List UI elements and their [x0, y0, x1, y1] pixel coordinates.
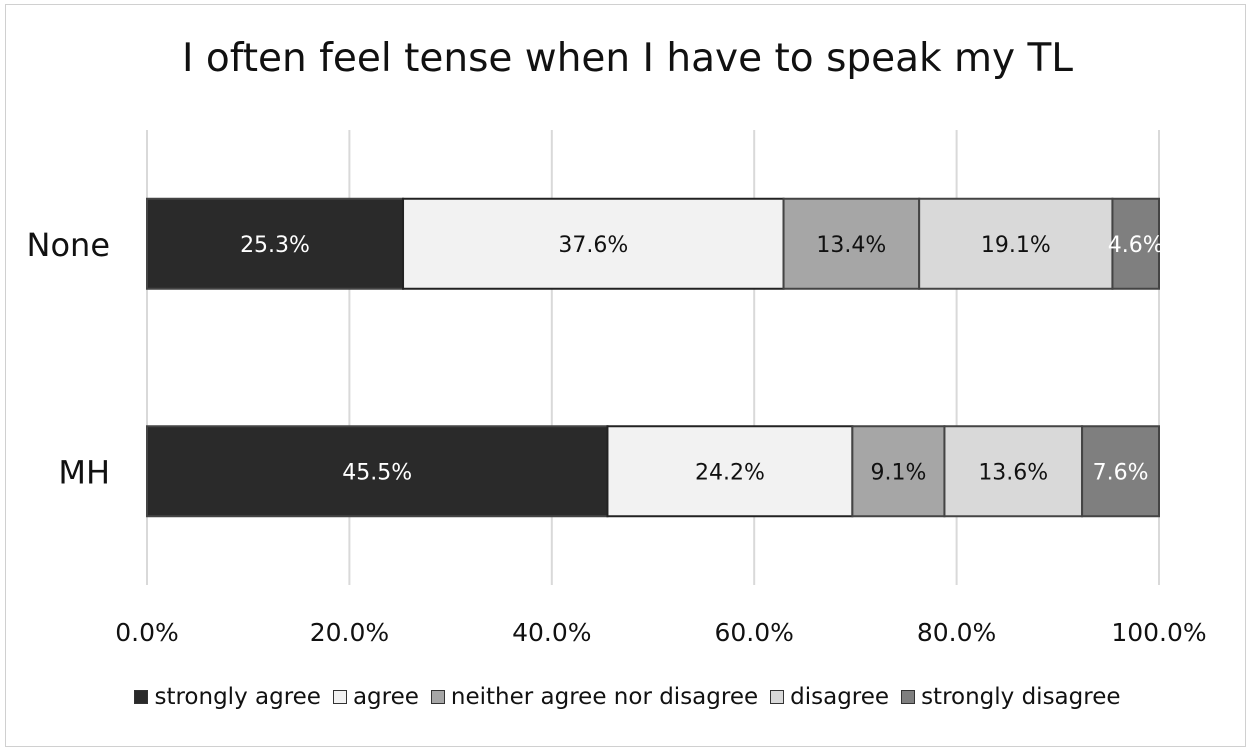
legend-label: agree — [352, 684, 419, 710]
legend-item: disagree — [770, 684, 889, 710]
bar-segment — [606, 425, 854, 518]
legend-label: strongly agree — [154, 684, 321, 710]
legend-label: neither agree nor disagree — [450, 684, 759, 710]
bar-segment — [943, 425, 1084, 518]
chart-legend: strongly agree agree neither agree nor dis… — [0, 684, 1255, 710]
x-tick-label: 0.0% — [115, 618, 179, 647]
legend-label: strongly disagree — [921, 684, 1121, 710]
x-tick-label: 60.0% — [714, 618, 793, 647]
legend-swatch — [332, 690, 347, 704]
bar-segment — [402, 197, 785, 290]
bar-segment — [851, 425, 946, 518]
data-label: 24.2% — [695, 460, 765, 485]
data-label: 4.6% — [1108, 233, 1164, 258]
legend-item: strongly agree — [134, 684, 321, 710]
x-tick-label: 80.0% — [917, 618, 996, 647]
legend-label: disagree — [790, 684, 890, 710]
category-label: None — [27, 226, 110, 264]
x-tick-label: 40.0% — [512, 618, 591, 647]
legend-item: neither agree nor disagree — [430, 684, 759, 710]
bar-segment — [918, 197, 1114, 290]
data-label: 45.5% — [342, 460, 412, 485]
data-label: 13.4% — [816, 233, 886, 258]
bar-segment — [782, 197, 921, 290]
legend-swatch — [134, 690, 149, 704]
legend-item: agree — [332, 684, 419, 710]
x-tick-label: 100.0% — [1111, 618, 1206, 647]
category-label: MH — [58, 453, 110, 491]
data-label: 13.6% — [978, 460, 1048, 485]
bar-segment — [146, 197, 405, 290]
chart-title: I often feel tense when I have to speak … — [181, 36, 1074, 81]
data-label: 25.3% — [240, 233, 310, 258]
bar-segment — [1111, 197, 1160, 290]
data-label: 7.6% — [1093, 460, 1149, 485]
chart-frame — [5, 4, 1246, 747]
legend-swatch — [901, 690, 916, 704]
data-label: 19.1% — [981, 233, 1051, 258]
legend-swatch — [770, 690, 785, 704]
bar-segment — [1081, 425, 1161, 518]
x-tick-label: 20.0% — [310, 618, 389, 647]
bar-segment — [146, 425, 609, 518]
data-label: 37.6% — [558, 233, 628, 258]
legend-item: strongly disagree — [901, 684, 1121, 710]
data-label: 9.1% — [870, 460, 926, 485]
legend-swatch — [430, 690, 445, 704]
